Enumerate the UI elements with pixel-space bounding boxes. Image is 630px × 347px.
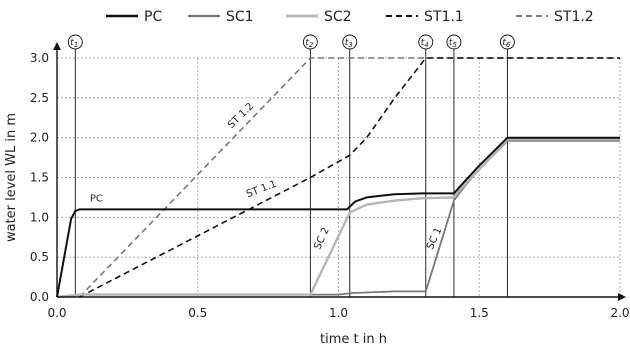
axes: 0.0 0.5 1.0 1.5 2.0 2.5 3.0 0.0 0.5 1.0 1.5 2.0 [30, 42, 630, 320]
legend-entry: ST1.1 [424, 9, 464, 25]
time-marker-subscript: 4 [424, 41, 428, 49]
time-markers: t1 t2 t3 t4 t5 t6 [67, 34, 515, 297]
y-tick-label: 0.5 [30, 250, 49, 264]
x-tick-label: 1.5 [470, 306, 489, 320]
x-tick-label: 0.5 [188, 306, 207, 320]
time-marker-subscript: 6 [506, 41, 511, 49]
x-tick-label: 1.0 [329, 306, 348, 320]
x-tick-label: 0.0 [47, 306, 66, 320]
time-marker-circle [342, 34, 358, 50]
time-marker-circle [418, 34, 434, 50]
time-marker-label: t2 [305, 38, 314, 49]
time-marker-label: t4 [421, 38, 429, 49]
x-axis-label: time t in h [320, 332, 387, 347]
time-marker-subscript: 3 [348, 41, 352, 49]
time-marker-subscript: 5 [452, 41, 457, 49]
y-tick-label: 1.0 [30, 210, 49, 224]
curve-annotation: SC 2 [312, 226, 331, 251]
y-tick-label: 1.5 [30, 171, 49, 185]
time-marker-subscript: 2 [309, 41, 314, 49]
time-marker-label: t6 [502, 38, 511, 49]
time-marker-circle [446, 34, 462, 50]
curve-annotation: PC [90, 193, 103, 204]
y-tick-label: 2.0 [30, 131, 49, 145]
y-axis-label: water level WL in m [4, 113, 19, 242]
y-tick-label: 2.5 [30, 91, 49, 105]
curve-annotation: ST 1.2 [226, 101, 256, 131]
series-line-pc [56, 136, 620, 298]
y-tick-label: 3.0 [30, 51, 49, 65]
series-line-sc2 [56, 138, 620, 299]
y-axis-arrow [53, 42, 61, 50]
time-marker-circle [302, 34, 318, 50]
x-axis-arrow [618, 293, 626, 301]
series-line-st1-2 [78, 57, 620, 298]
legend-entry: PC [144, 9, 162, 25]
time-marker-subscript: 1 [74, 41, 78, 49]
time-marker-label: t1 [70, 38, 78, 49]
grid-lines [57, 57, 621, 297]
time-marker-label: t3 [345, 38, 353, 49]
curve-annotation: ST 1.1 [245, 179, 278, 201]
series-lines [56, 57, 620, 299]
time-marker-label: t5 [449, 38, 458, 49]
time-marker-circle [67, 34, 83, 50]
legend: PC SC1 SC2 ST1.1 ST1.2 [106, 9, 594, 25]
legend-entry: ST1.2 [554, 9, 594, 25]
y-tick-label: 0.0 [30, 290, 49, 304]
x-tick-label: 2.0 [610, 306, 629, 320]
time-marker-circle [499, 34, 515, 50]
legend-entry: SC2 [324, 9, 352, 25]
legend-entry: SC1 [226, 9, 254, 25]
